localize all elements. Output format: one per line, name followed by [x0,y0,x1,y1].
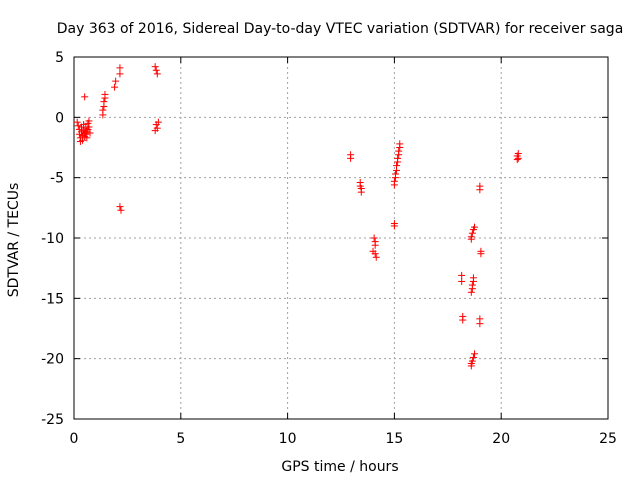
data-point [153,70,161,78]
data-point [73,118,81,126]
data-point [395,147,403,155]
data-point [83,134,91,142]
y-tick-label: -10 [41,231,64,247]
data-point [467,362,475,370]
data-point [357,188,365,196]
data-point [79,136,87,144]
y-tick-label: 0 [55,110,64,126]
data-point [370,234,378,242]
data-point [112,77,120,85]
data-point [86,129,94,137]
grid-lines [74,57,608,419]
x-tick-label: 15 [385,431,403,447]
data-point [396,140,404,148]
data-point [394,154,402,162]
data-point [477,250,485,258]
data-point [152,66,160,74]
data-point [117,206,125,214]
data-points [73,63,522,370]
data-point [372,253,380,261]
y-tick-label: -5 [50,171,64,187]
data-point [116,203,124,211]
data-point [81,93,89,101]
data-point [100,98,108,106]
data-point [85,117,93,125]
y-tick-label: -25 [41,412,64,428]
data-point [468,281,476,289]
data-point [116,70,124,78]
data-point [151,127,159,135]
data-point [476,186,484,194]
data-point [471,223,478,231]
x-tick-label: 25 [599,431,617,447]
x-tick-label: 10 [279,431,297,447]
data-point [467,235,475,243]
data-point [371,250,379,258]
data-point [111,83,119,91]
y-tick-label: -20 [41,352,64,368]
x-tick-label: 20 [492,431,510,447]
x-tick-label: 0 [70,431,79,447]
data-point [101,90,109,98]
data-point [99,106,107,114]
data-point [471,350,478,358]
data-point [458,277,466,285]
axes: 0 5 10 15 20 25 -25 -20 -15 -10 -5 0 5 [41,50,617,447]
data-point [371,241,379,249]
data-point [80,121,88,129]
data-point [476,320,484,328]
data-point [467,288,475,296]
data-point [459,316,467,324]
y-tick-label: 5 [55,50,64,66]
data-point [513,156,521,164]
data-point [390,181,398,189]
data-point [514,154,522,162]
data-point [347,154,355,162]
data-point [154,118,162,126]
x-tick-label: 5 [176,431,185,447]
data-point [116,64,124,72]
data-point [393,162,401,170]
data-point [469,274,477,282]
y-tick-label: -15 [41,291,64,307]
chart-title: Day 363 of 2016, Sidereal Day-to-day VTE… [57,21,624,37]
data-point [468,229,476,237]
data-point [74,122,82,130]
data-point [390,222,398,230]
data-point [469,353,477,361]
data-point [391,170,399,178]
x-axis-label: GPS time / hours [281,459,398,475]
y-axis-label: SDTVAR / TECUs [6,183,22,298]
data-point [458,271,466,279]
data-point [151,63,159,71]
data-point [468,357,476,365]
data-point [85,123,93,131]
